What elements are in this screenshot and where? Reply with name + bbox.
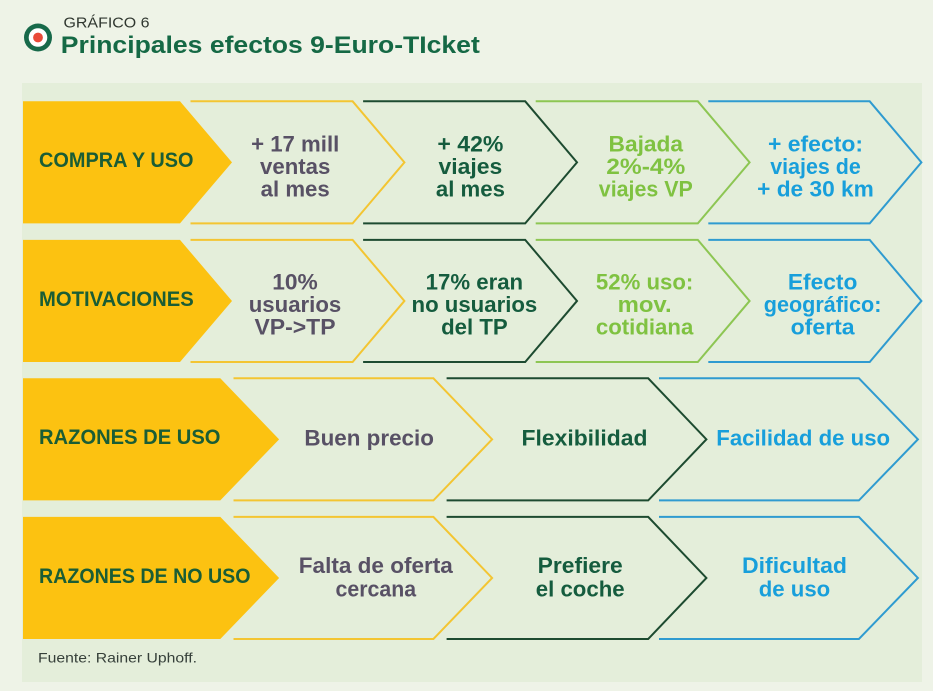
svg-text:Fuente: Rainer Uphoff.: Fuente: Rainer Uphoff. — [38, 650, 197, 666]
svg-text:Efecto: Efecto — [788, 270, 858, 295]
svg-text:RAZONES DE NO USO: RAZONES DE NO USO — [39, 565, 251, 588]
svg-text:el coche: el coche — [536, 577, 625, 602]
svg-text:17% eran: 17% eran — [426, 270, 523, 295]
svg-text:RAZONES DE USO: RAZONES DE USO — [39, 426, 221, 449]
svg-text:viajes: viajes — [439, 154, 503, 179]
svg-text:mov.: mov. — [618, 292, 672, 317]
svg-text:+ efecto:: + efecto: — [768, 131, 863, 156]
svg-text:no usuarios: no usuarios — [412, 292, 538, 317]
svg-text:Principales efectos 9-Euro-TIc: Principales efectos 9-Euro-TIcket — [61, 32, 480, 59]
svg-text:viajes de: viajes de — [770, 154, 861, 179]
svg-text:usuarios: usuarios — [249, 292, 341, 317]
svg-text:del TP: del TP — [441, 314, 508, 339]
svg-text:GRÁFICO 6: GRÁFICO 6 — [64, 14, 150, 31]
svg-text:Buen precio: Buen precio — [304, 426, 434, 451]
svg-text:Facilidad de uso: Facilidad de uso — [716, 426, 890, 451]
svg-text:de uso: de uso — [759, 577, 831, 602]
svg-text:COMPRA Y USO: COMPRA Y USO — [39, 149, 194, 172]
svg-text:Dificultad: Dificultad — [742, 553, 847, 578]
svg-text:MOTIVACIONES: MOTIVACIONES — [39, 288, 194, 311]
svg-text:Prefiere: Prefiere — [538, 553, 623, 578]
svg-text:2%-4%: 2%-4% — [606, 154, 685, 179]
svg-text:+ de 30 km: + de 30 km — [757, 176, 874, 201]
svg-text:Flexibilidad: Flexibilidad — [522, 426, 648, 451]
svg-text:VP->TP: VP->TP — [255, 314, 336, 339]
svg-text:10%: 10% — [272, 270, 318, 295]
svg-text:52% uso:: 52% uso: — [596, 270, 693, 295]
svg-text:al mes: al mes — [261, 176, 330, 201]
svg-text:al mes: al mes — [436, 176, 505, 201]
svg-text:oferta: oferta — [791, 314, 856, 339]
svg-text:geográfico:: geográfico: — [764, 292, 882, 317]
svg-text:ventas: ventas — [260, 154, 330, 179]
svg-text:viajes VP: viajes VP — [599, 176, 693, 201]
svg-text:Falta de oferta: Falta de oferta — [299, 553, 454, 578]
svg-text:+ 42%: + 42% — [437, 131, 503, 156]
svg-text:+ 17 mill: + 17 mill — [251, 131, 339, 156]
svg-text:Bajada: Bajada — [609, 131, 684, 156]
svg-text:cotidiana: cotidiana — [596, 314, 694, 339]
svg-text:cercana: cercana — [336, 577, 417, 602]
